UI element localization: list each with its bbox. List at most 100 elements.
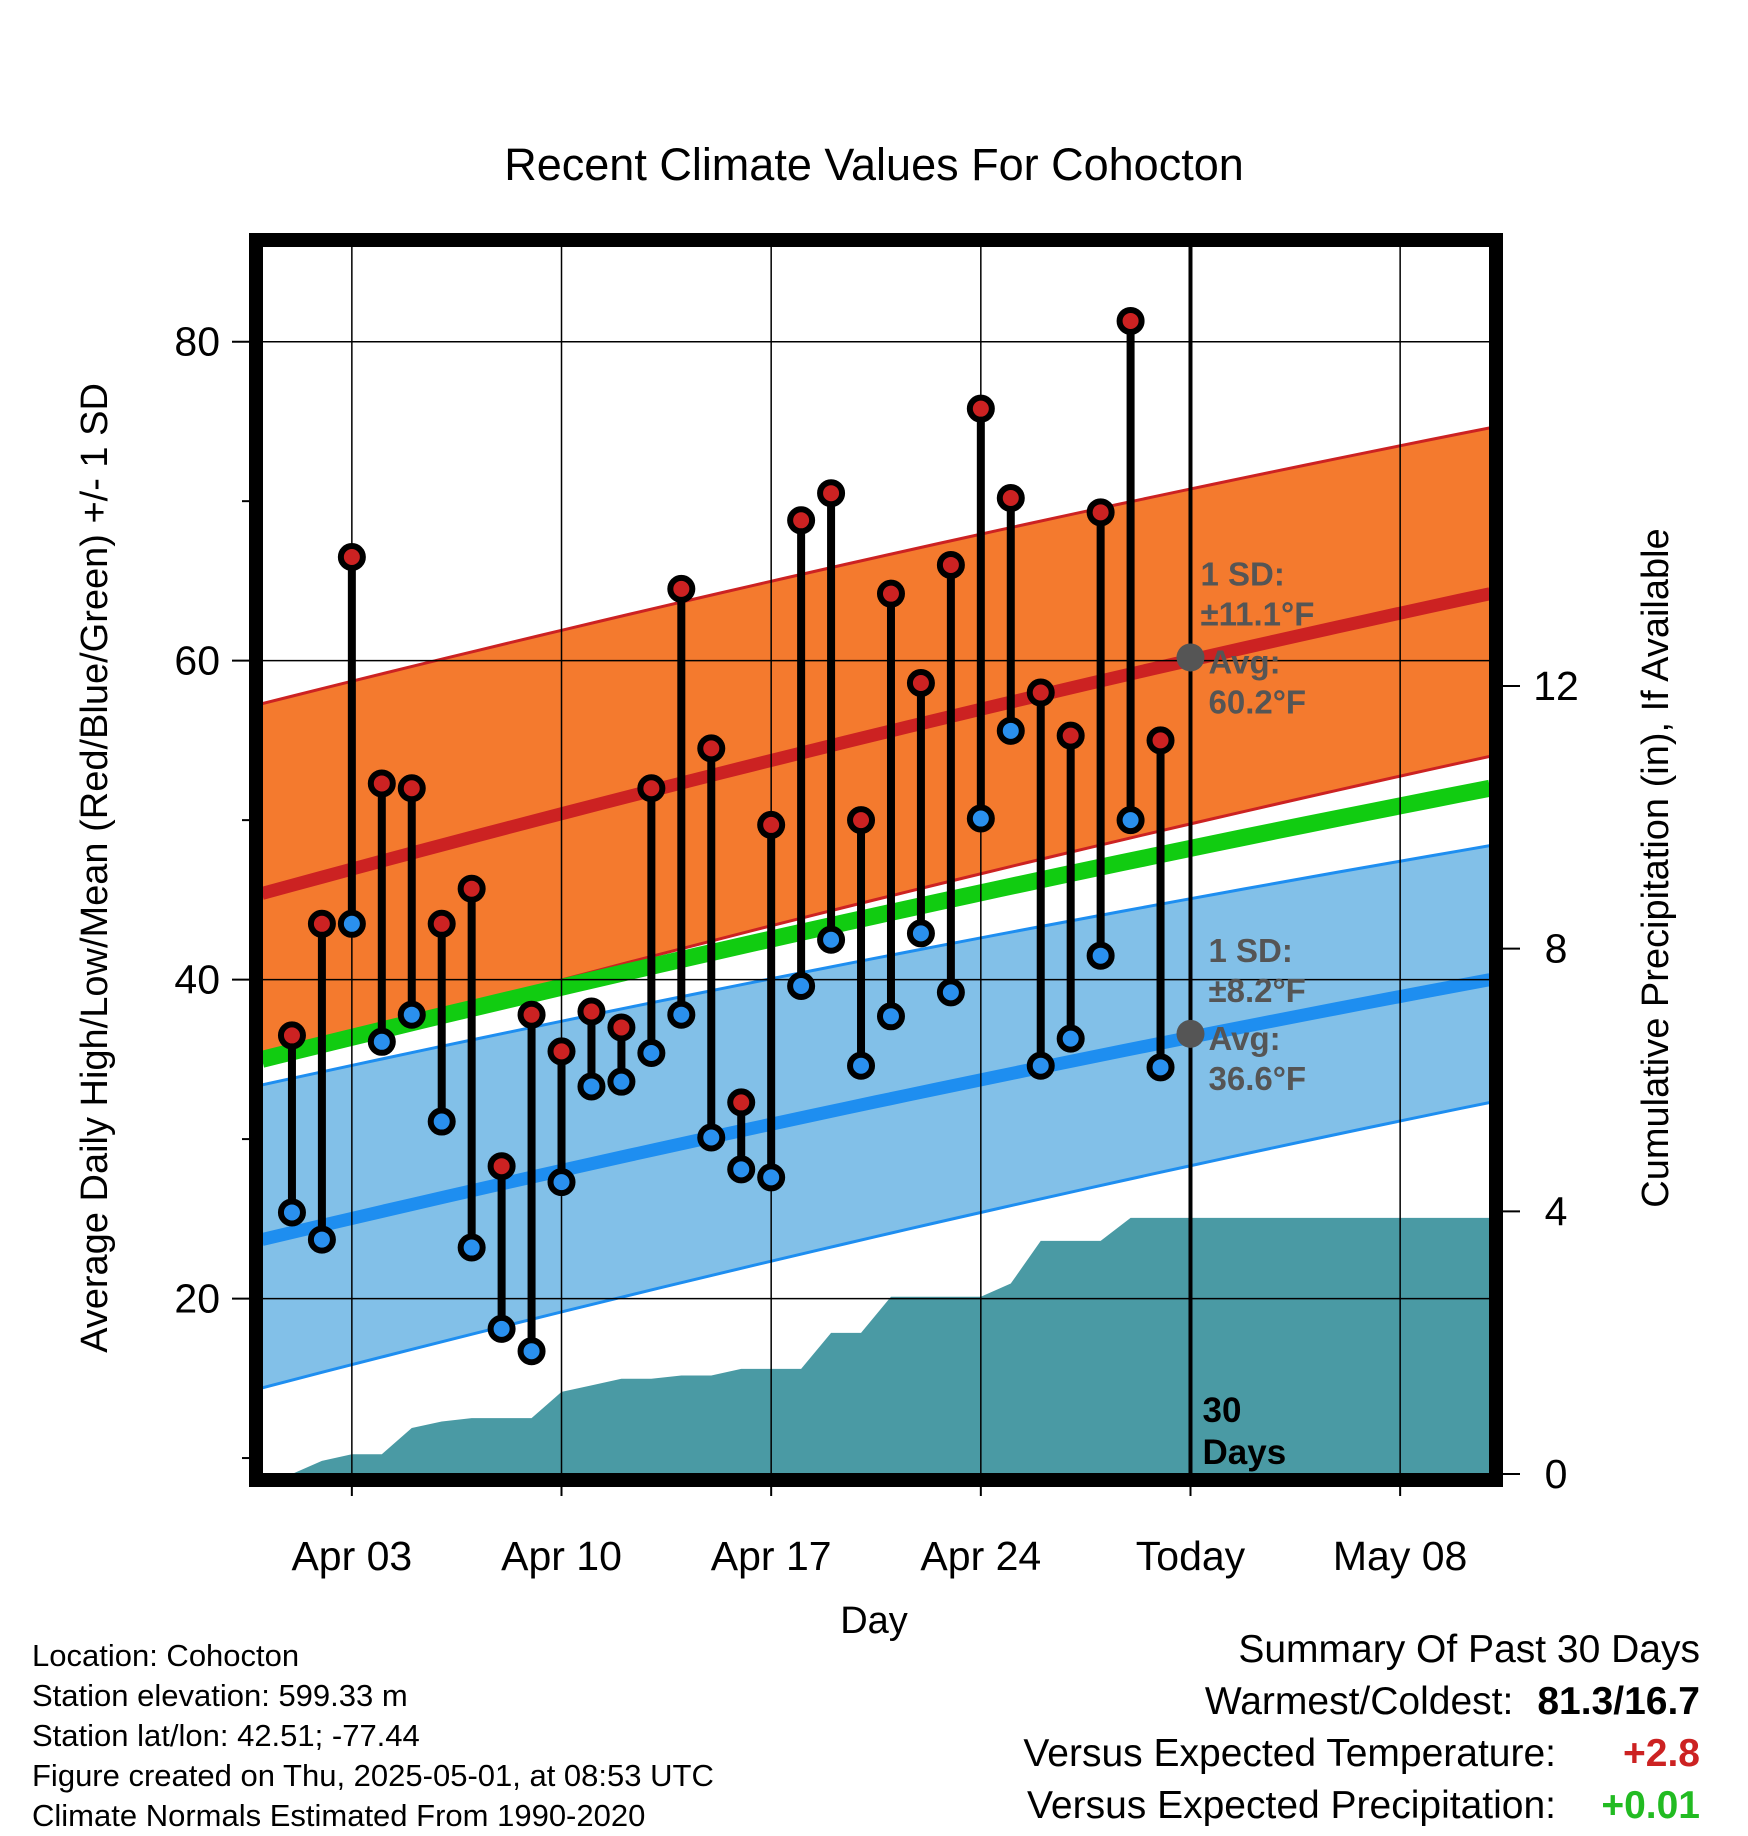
low-sd-band: [262, 845, 1490, 1388]
daily-high-point: [996, 483, 1025, 512]
latlon-text: Station lat/lon: 42.51; -77.44: [32, 1718, 420, 1753]
daily-low-point: [277, 1198, 306, 1227]
high-mean-line: [262, 587, 1490, 900]
daily-high-point: [367, 769, 396, 798]
daily-low-point: [397, 1000, 426, 1029]
daily-high-point: [517, 1000, 546, 1029]
daily-low-point: [367, 1027, 396, 1056]
daily-low-point: [906, 919, 935, 948]
summary-heading: Summary Of Past 30 Days: [1238, 1628, 1700, 1671]
daily-low-point: [487, 1314, 516, 1343]
daily-low-point: [876, 1002, 905, 1031]
temp-delta-value: +2.8: [1623, 1732, 1700, 1775]
daily-low-point: [1056, 1024, 1085, 1053]
y2-tick-label: 12: [1533, 663, 1579, 709]
daily-high-point: [577, 997, 606, 1026]
daily-high-point: [1056, 721, 1085, 750]
station-info: Location: Cohocton Station elevation: 59…: [32, 1636, 714, 1836]
y-tick-label: 20: [174, 1276, 220, 1322]
created-text: Figure created on Thu, 2025-05-01, at 08…: [32, 1758, 714, 1793]
daily-high-point: [757, 810, 786, 839]
y2-tick-label: 8: [1545, 926, 1568, 972]
warmest-coldest-label: Warmest/Coldest:: [1204, 1680, 1514, 1723]
daily-high-point: [876, 579, 905, 608]
high-sd-band: [262, 427, 1490, 1061]
daily-high-point: [457, 874, 486, 903]
summary-panel: Summary Of Past 30 Days Warmest/Coldest:…: [1023, 1624, 1700, 1832]
daily-high-point: [607, 1013, 636, 1042]
x-tick-label: Today: [1136, 1533, 1246, 1579]
daily-high-point: [277, 1021, 306, 1050]
y2-tick-label: 4: [1545, 1188, 1568, 1234]
daily-high-point: [936, 550, 965, 579]
x-tick-label: Apr 03: [291, 1533, 412, 1579]
normals-text: Climate Normals Estimated From 1990-2020: [32, 1798, 646, 1833]
low-sd-value: ±8.2°F: [1208, 972, 1305, 1009]
daily-high-point: [397, 774, 426, 803]
daily-low-point: [547, 1168, 576, 1197]
today-label-unit: Days: [1202, 1433, 1286, 1472]
daily-low-point: [847, 1051, 876, 1080]
y-tick-label: 60: [174, 638, 220, 684]
warmest-coldest-value: 81.3/16.7: [1537, 1680, 1700, 1723]
low-sd-label: 1 SD:: [1208, 932, 1292, 969]
daily-low-point: [637, 1038, 666, 1067]
daily-high-point: [817, 479, 846, 508]
daily-low-point: [517, 1337, 546, 1366]
daily-high-point: [337, 542, 366, 571]
daily-low-point: [817, 925, 846, 954]
mean-line: [262, 779, 1490, 1068]
x-tick-label: Apr 17: [711, 1533, 832, 1579]
daily-high-point: [1026, 678, 1055, 707]
high-sd-value: ±11.1°F: [1200, 595, 1314, 632]
daily-high-point: [547, 1037, 576, 1066]
daily-high-point: [487, 1152, 516, 1181]
y2-tick-label: 0: [1545, 1451, 1568, 1497]
low-avg-marker: [1176, 1019, 1205, 1048]
daily-low-point: [936, 978, 965, 1007]
high-avg-value: 60.2°F: [1208, 683, 1306, 720]
daily-high-point: [637, 774, 666, 803]
daily-low-point: [667, 1000, 696, 1029]
x-axis-title: Day: [840, 1600, 908, 1642]
plot-frame: [249, 233, 1503, 1487]
chart-title: Recent Climate Values For Cohocton: [504, 139, 1244, 190]
summary-temp-row: Versus Expected Temperature: +2.8: [1023, 1728, 1700, 1780]
x-tick-label: Apr 24: [920, 1533, 1041, 1579]
x-tick-label: May 08: [1333, 1533, 1467, 1579]
y-tick-label: 80: [174, 319, 220, 365]
daily-low-point: [1146, 1053, 1175, 1082]
summary-warmest-row: Warmest/Coldest: 81.3/16.7: [1023, 1676, 1700, 1728]
daily-low-point: [607, 1067, 636, 1096]
daily-high-point: [307, 909, 336, 938]
precip-delta-label: Versus Expected Precipitation:: [1027, 1784, 1556, 1827]
precip-delta-value: +0.01: [1601, 1784, 1700, 1827]
daily-high-point: [847, 806, 876, 835]
daily-high-point: [1086, 498, 1115, 527]
location-text: Location: Cohocton: [32, 1638, 300, 1673]
x-tick-label: Apr 10: [501, 1533, 622, 1579]
daily-high-point: [697, 734, 726, 763]
daily-low-point: [996, 716, 1025, 745]
daily-high-point: [906, 668, 935, 697]
daily-high-point: [1116, 306, 1145, 335]
low-sd-lower-line: [262, 1100, 1490, 1390]
high-avg-marker: [1176, 643, 1205, 672]
daily-low-point: [727, 1155, 756, 1184]
daily-low-point: [1086, 941, 1115, 970]
daily-low-point: [697, 1123, 726, 1152]
low-avg-value: 36.6°F: [1208, 1060, 1306, 1097]
daily-high-point: [667, 574, 696, 603]
low-avg-label: Avg:: [1208, 1020, 1280, 1057]
daily-high-point: [787, 506, 816, 535]
daily-low-point: [1116, 806, 1145, 835]
precip-area: [262, 1217, 1490, 1474]
temp-delta-label: Versus Expected Temperature:: [1023, 1732, 1556, 1775]
daily-low-point: [337, 909, 366, 938]
daily-low-point: [427, 1107, 456, 1136]
elevation-text: Station elevation: 599.33 m: [32, 1678, 408, 1713]
summary-precip-row: Versus Expected Precipitation: +0.01: [1023, 1780, 1700, 1832]
daily-low-point: [1026, 1051, 1055, 1080]
